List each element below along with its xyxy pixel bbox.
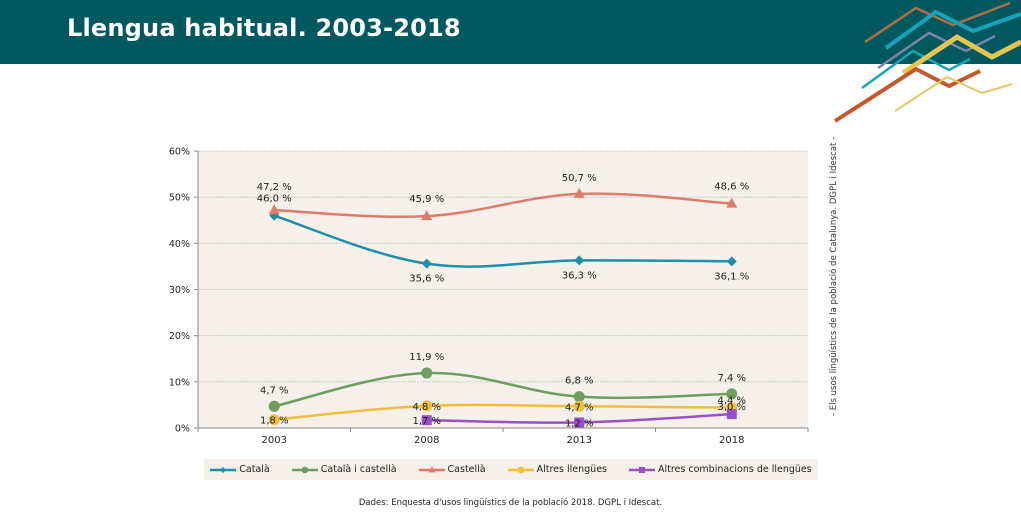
y-tick-label: 10% [169,377,190,388]
y-tick-label: 30% [169,285,190,296]
x-tick-label: 2003 [262,435,287,446]
legend: Català Català i castellà Castellà Altres ll… [204,459,818,480]
marker-diamond [574,255,585,266]
marker-triangle [421,210,433,221]
x-tick-label: 2013 [567,435,592,446]
marker-diamond [220,466,227,473]
legend-item: Català [210,464,270,476]
side-note: - Els usos lingüístics de la població de… [829,136,839,416]
marker-circle [421,367,433,379]
legend-swatch [629,466,655,473]
marker-circle [573,400,585,412]
data-label: 50,7 % [562,173,597,184]
decorative-lines-logo [833,1,1021,123]
legend-item: Castellà [418,464,486,476]
x-tick-label: 2008 [414,435,439,446]
series-line [273,403,733,421]
y-tick-label: 0% [175,424,190,435]
legend-swatch [291,466,318,473]
legend-item: Català i castellà [291,464,397,476]
data-label: 11,9 % [409,352,444,363]
legend-label: Castellà [447,464,486,475]
series-line [273,371,733,408]
legend-label: Altres llengües [536,464,607,475]
data-label: 48,6 % [714,182,749,193]
legend-item: Altres llengües [507,464,607,476]
series-line [273,214,733,268]
data-label: 36,1 % [714,271,749,282]
marker-diamond [421,258,432,269]
marker-circle [573,391,585,403]
data-label: 47,2 % [257,182,292,193]
data-label: 4,7 % [260,385,289,396]
marker-circle [268,400,280,412]
legend-swatch [507,466,534,473]
y-tick-label: 60% [169,147,190,158]
data-label: 36,3 % [562,270,597,281]
data-label: 3,0 % [717,402,746,413]
marker-circle [421,400,433,412]
legend-swatch [210,466,237,473]
marker-diamond [726,256,737,267]
marker-triangle [726,197,738,208]
data-label: 1,7 % [412,416,441,427]
data-label: 1,2 % [565,418,594,429]
data-label: 4,8 % [412,402,441,413]
marker-circle [301,466,309,473]
legend-item: Altres combinacions de llengües [629,464,812,476]
data-label: 4,4 % [717,396,746,407]
x-tick-label: 2018 [719,435,744,446]
source-note: Dades: Enquesta d'usos lingüístics de la… [358,498,663,508]
marker-square [421,415,432,426]
legend-label: Català i castellà [320,464,397,475]
header-bar: Llengua habitual. 2003-2018 [0,0,1021,64]
y-tick-label: 50% [169,193,190,204]
marker-circle [726,388,738,400]
data-label: 35,6 % [409,274,444,285]
page-title: Llengua habitual. 2003-2018 [67,14,461,42]
data-label: 1,8 % [260,416,289,427]
marker-triangle [428,465,435,472]
marker-square [639,466,645,473]
legend-label: Català [239,464,270,475]
marker-circle [268,414,280,426]
marker-square [574,417,585,428]
marker-triangle [268,204,280,215]
data-label: 4,7 % [565,402,594,413]
data-label: 45,9 % [409,194,444,205]
legend-swatch [418,465,445,472]
data-label: 7,4 % [717,373,746,384]
data-label: 46,0 % [257,194,292,205]
marker-circle [517,466,524,473]
y-tick-label: 20% [169,331,190,342]
legend-label: Altres combinacions de llengües [658,464,812,475]
series-line [273,192,733,218]
marker-triangle [573,187,585,198]
marker-square [726,409,737,420]
data-label: 6,8 % [565,376,594,387]
y-tick-label: 40% [169,239,190,250]
